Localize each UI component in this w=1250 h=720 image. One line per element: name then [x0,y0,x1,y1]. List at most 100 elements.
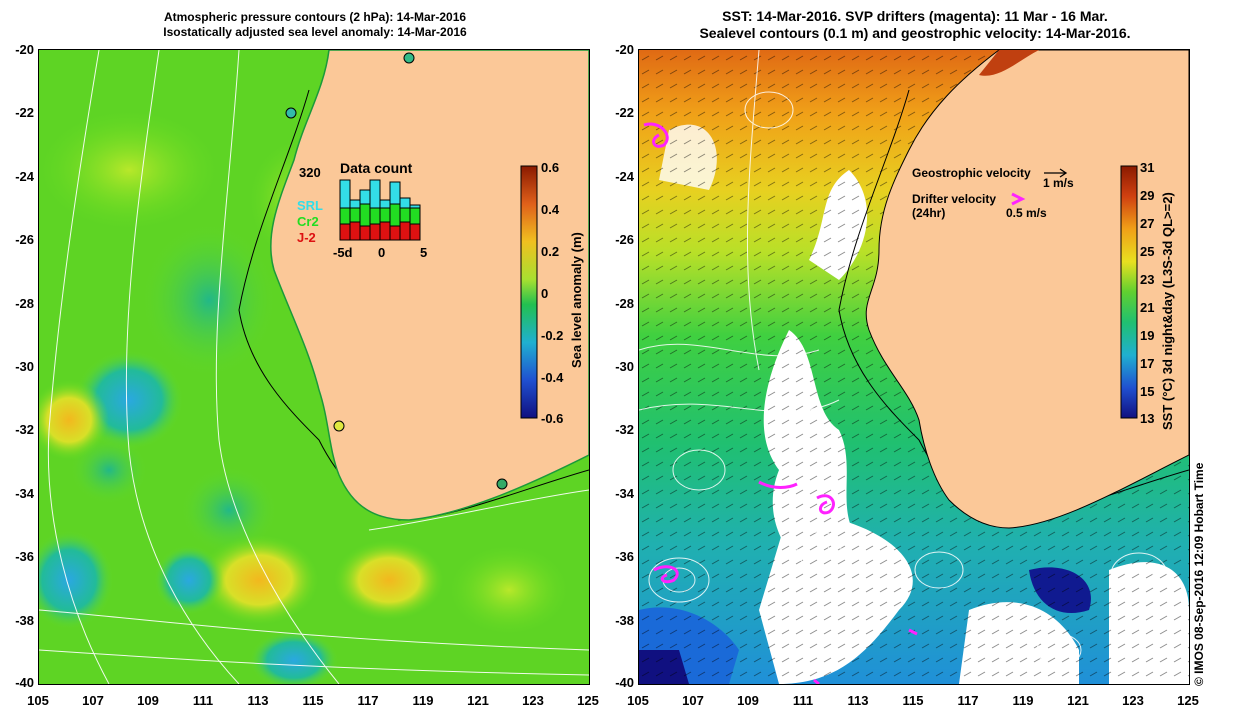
inset-title: Data count [340,160,413,176]
lon-tick: 121 [467,693,489,708]
lat-tick: -36 [615,549,634,564]
lat-tick: -20 [615,42,634,57]
lat-tick: -30 [15,359,34,374]
lat-tick: -30 [615,359,634,374]
lat-tick: -24 [15,169,34,184]
sst-tick: 29 [1140,188,1155,203]
lat-tick: -36 [15,549,34,564]
right-panel-title: SST: 14-Mar-2016. SVP drifters (magenta)… [640,8,1190,42]
geo-velocity-label: Geostrophic velocity [912,166,1031,180]
histogram-bars [339,179,421,241]
inset-series-cr2: Cr2 [297,214,319,229]
lon-tick: 105 [627,693,649,708]
australia-land-right [865,50,1189,529]
svp-drifter-tracks [643,122,918,684]
pressure-contours [39,50,589,684]
lat-tick: -32 [15,422,34,437]
sst-tick: 25 [1140,244,1155,259]
lon-tick: 107 [82,693,104,708]
geo-velocity-arrow-icon [1044,168,1068,178]
lon-tick: 123 [522,693,544,708]
drifter-velocity-sub: (24hr) [912,206,946,220]
lon-tick: 117 [957,693,979,708]
lon-tick: 113 [847,693,869,708]
inset-xtick-0: 0 [378,245,386,260]
lat-tick: -40 [15,675,34,690]
inset-xtick-5: 5 [420,245,428,260]
sst-tick: 15 [1140,384,1155,399]
lat-tick: -28 [15,296,34,311]
lon-tick: 119 [412,693,434,708]
lon-tick: 111 [792,693,814,708]
drifter-velocity-value: 0.5 m/s [1006,206,1047,220]
lat-tick: -28 [615,296,634,311]
lon-tick: 125 [1177,693,1199,708]
sla-tick: -0.6 [541,411,564,426]
sea-level-anomaly-map [38,49,590,685]
lat-tick: -32 [615,422,634,437]
sst-colorbar [1120,165,1138,419]
geo-velocity-value: 1 m/s [1043,176,1074,190]
lon-tick: 109 [737,693,759,708]
left-panel-title: Atmospheric pressure contours (2 hPa): 1… [40,10,590,40]
sla-tick: 0 [541,286,549,301]
lat-tick: -34 [15,486,34,501]
lat-tick: -38 [615,613,634,628]
sst-map-svg [639,50,1189,684]
inset-series-srl: SRL [297,198,323,213]
sealevel-contours [639,50,1168,667]
sla-tick: 0.2 [541,244,560,259]
lon-tick: 117 [357,693,379,708]
sla-map-svg [39,50,589,684]
inset-xtick-m5: -5d [333,245,353,260]
lon-tick: 115 [902,693,924,708]
left-title-line1: Atmospheric pressure contours (2 hPa): 1… [163,10,467,24]
lon-tick: 115 [302,693,324,708]
lon-tick: 125 [577,693,599,708]
lat-tick: -26 [615,232,634,247]
right-title-line2: Sealevel contours (0.1 m) and geostrophi… [699,25,1131,41]
sst-tick: 17 [1140,356,1155,371]
sla-tick: 0.4 [541,202,560,217]
sst-tick: 27 [1140,216,1155,231]
lon-tick: 109 [137,693,159,708]
sla-tick: -0.2 [541,328,564,343]
right-title-line1: SST: 14-Mar-2016. SVP drifters (magenta)… [722,8,1108,24]
sla-colorbar [520,165,538,419]
data-count-histogram [339,179,421,241]
lat-tick: -22 [615,105,634,120]
lon-tick: 123 [1122,693,1144,708]
sla-colorbar-label: Sea level anomaly (m) [569,232,584,368]
sst-tick: 31 [1140,160,1155,175]
australia-land [270,50,589,521]
lat-tick: -40 [615,675,634,690]
sla-tick: 0.6 [541,160,560,175]
lat-tick: -24 [615,169,634,184]
lon-tick: 105 [27,693,49,708]
lat-tick: -38 [15,613,34,628]
inset-series-j2: J-2 [297,230,316,245]
sst-tick: 19 [1140,328,1155,343]
sst-tick: 23 [1140,272,1155,287]
warm-water-north [979,50,1039,76]
drifter-velocity-label: Drifter velocity [912,192,997,206]
sst-map [638,49,1190,685]
sst-tick: 21 [1140,300,1155,315]
lat-tick: -26 [15,232,34,247]
sst-colorbar-label: SST (°C) 3d night&day (L3S-3d QL>=2) [1160,192,1175,430]
altimeter-sites [285,52,508,490]
lat-tick: -20 [15,42,34,57]
left-title-line2: Isostatically adjusted sea level anomaly… [163,25,467,39]
imos-credit: © IMOS 08-Sep-2016 12:09 Hobart Time [1192,462,1206,686]
lon-tick: 111 [192,693,214,708]
sst-tick: 13 [1140,411,1155,426]
lon-tick: 113 [247,693,269,708]
drifter-arrow-icon [1011,192,1026,206]
lat-tick: -34 [615,486,634,501]
lon-tick: 107 [682,693,704,708]
lon-tick: 121 [1067,693,1089,708]
sla-tick: -0.4 [541,370,564,385]
inset-count-label: 320 [299,165,321,180]
lat-tick: -22 [15,105,34,120]
lon-tick: 119 [1012,693,1034,708]
